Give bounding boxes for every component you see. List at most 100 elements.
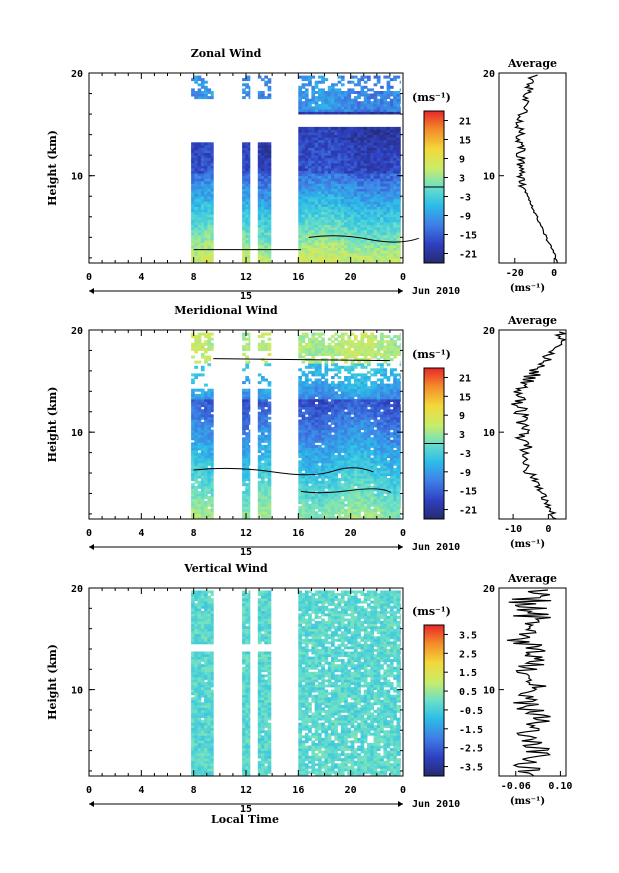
heatmap-cell: [337, 493, 342, 497]
heatmap-cell: [357, 234, 361, 238]
heatmap-cell: [340, 401, 345, 405]
heatmap-cell: [204, 450, 208, 453]
heatmap-cell: [350, 229, 355, 233]
heatmap-cell: [370, 165, 374, 169]
heatmap-cell: [340, 219, 345, 223]
heatmap-cell: [257, 239, 262, 243]
heatmap-cell: [314, 501, 319, 505]
heatmap-cell: [301, 186, 306, 189]
heatmap-cell: [370, 160, 374, 164]
heatmap-cell: [298, 513, 302, 517]
heatmap-cell: [380, 111, 384, 115]
heatmap-cell: [376, 214, 381, 218]
heatmap-cell: [350, 216, 355, 220]
heatmap-cell: [261, 162, 265, 166]
heatmap-cell: [334, 201, 338, 205]
heatmap-cell: [248, 91, 251, 94]
heatmap-cell: [311, 365, 316, 369]
heatmap-cell: [301, 152, 306, 156]
heatmap-cell: [210, 388, 214, 392]
heatmap-cell: [386, 132, 391, 136]
heatmap-cell: [344, 237, 348, 241]
heatmap-cell: [257, 242, 262, 246]
heatmap-cell: [298, 162, 302, 166]
heatmap-cell: [396, 237, 401, 241]
heatmap-cell: [267, 442, 272, 446]
heatmap-cell: [363, 188, 368, 192]
heatmap-cell: [248, 144, 251, 148]
heatmap-cell: [337, 368, 342, 372]
heatmap-cell: [396, 229, 401, 233]
heatmap-cell: [261, 227, 265, 231]
heatmap-cell: [360, 452, 365, 456]
heatmap-cell: [383, 93, 388, 97]
heatmap-cell: [301, 401, 306, 405]
heatmap-cell: [191, 513, 195, 517]
heatmap-cell: [331, 237, 335, 241]
heatmap-cell: [298, 475, 302, 479]
heatmap-cell: [324, 373, 329, 377]
heatmap-cell: [360, 424, 365, 428]
heatmap-cell: [200, 404, 205, 408]
heatmap-cell: [318, 250, 322, 254]
heatmap-cell: [314, 496, 319, 499]
heatmap-cell: [324, 255, 329, 259]
heatmap-cell: [363, 96, 368, 100]
heatmap-cell: [331, 132, 335, 136]
heatmap-cell: [337, 437, 342, 441]
heatmap-cell: [344, 347, 348, 351]
heatmap-cell: [318, 88, 322, 92]
heatmap-cell: [367, 170, 371, 174]
heatmap-cell: [357, 178, 361, 182]
heatmap-cell: [261, 209, 265, 213]
heatmap-cell: [327, 209, 332, 213]
heatmap-cell: [194, 498, 198, 502]
heatmap-cell: [321, 337, 325, 341]
heatmap-cell: [261, 229, 265, 233]
heatmap-cell: [360, 255, 365, 259]
heatmap-cell: [210, 409, 214, 413]
heatmap-cell: [197, 411, 202, 415]
heatmap-cell: [389, 150, 394, 153]
heatmap-cell: [370, 175, 374, 179]
heatmap-cell: [321, 157, 325, 161]
heatmap-cell: [396, 132, 401, 136]
heatmap-cell: [298, 368, 302, 372]
heatmap-cell: [311, 424, 316, 428]
heatmap-cell: [264, 229, 268, 233]
heatmap-cell: [386, 134, 391, 138]
heatmap-cell: [357, 386, 361, 390]
heatmap-cell: [350, 232, 355, 236]
heatmap-cell: [376, 252, 381, 256]
heatmap-cell: [311, 178, 316, 182]
heatmap-cell: [337, 132, 342, 136]
heatmap-cell: [393, 175, 397, 179]
heatmap-cell: [331, 350, 335, 354]
heatmap-cell: [197, 480, 202, 484]
heatmap-cell: [393, 186, 397, 189]
heatmap-cell: [314, 232, 319, 236]
heatmap-cell: [298, 214, 302, 218]
heatmap-cell: [360, 129, 365, 133]
heatmap-cell: [344, 216, 348, 220]
heatmap-cell: [207, 347, 212, 351]
heatmap-cell: [257, 421, 262, 425]
heatmap-cell: [389, 198, 394, 202]
heatmap-cell: [267, 434, 272, 438]
heatmap-cell: [200, 80, 205, 84]
heatmap-cell: [301, 444, 306, 448]
heatmap-cell: [264, 211, 268, 215]
heatmap-cell: [347, 396, 352, 400]
heatmap-cell: [210, 424, 214, 428]
heatmap-cell: [298, 337, 302, 341]
heatmap-cell: [267, 501, 272, 505]
heatmap-cell: [314, 142, 319, 146]
heatmap-cell: [242, 245, 246, 248]
heatmap-cell: [245, 206, 249, 210]
heatmap-cell: [257, 214, 262, 218]
heatmap-cell: [327, 350, 332, 354]
heatmap-cell: [264, 250, 268, 254]
heatmap-cell: [353, 496, 358, 499]
heatmap-cell: [363, 126, 368, 130]
heatmap-cell: [331, 442, 335, 446]
